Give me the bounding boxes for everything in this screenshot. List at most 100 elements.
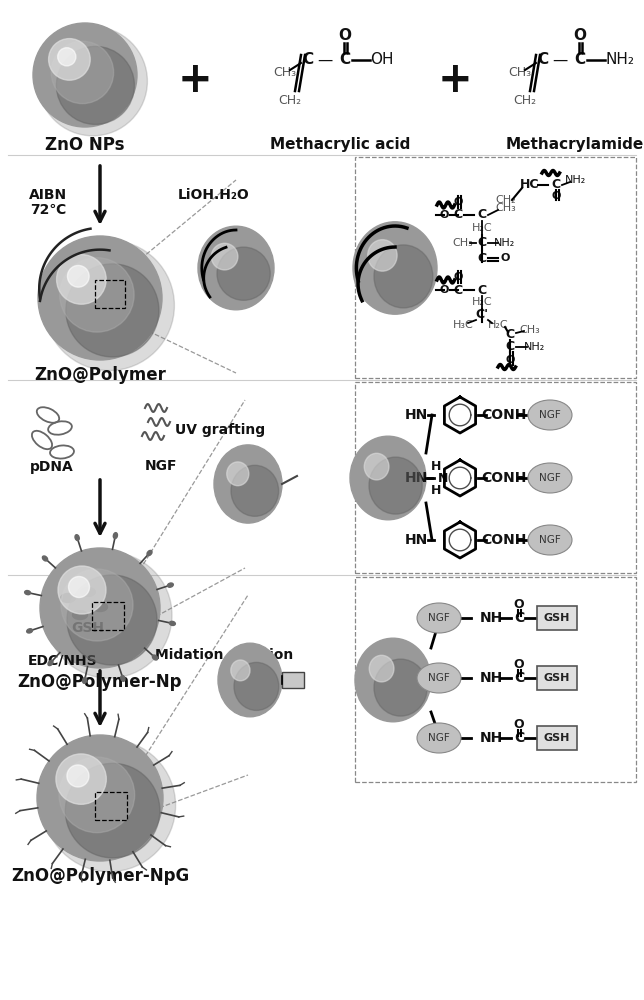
- Text: CONH: CONH: [481, 408, 527, 422]
- Ellipse shape: [37, 735, 163, 861]
- Text: NH: NH: [479, 731, 502, 745]
- Ellipse shape: [68, 576, 90, 597]
- Text: O: O: [514, 658, 524, 670]
- Text: Methacrylic acid: Methacrylic acid: [270, 137, 410, 152]
- Ellipse shape: [48, 39, 90, 80]
- Ellipse shape: [217, 247, 270, 300]
- Ellipse shape: [57, 46, 135, 124]
- Text: C: C: [477, 209, 487, 222]
- Ellipse shape: [353, 222, 437, 314]
- Text: NGF: NGF: [539, 473, 561, 483]
- Text: H₂C: H₂C: [488, 320, 508, 330]
- Ellipse shape: [61, 569, 133, 641]
- Bar: [355, 382, 636, 573]
- Text: NH: NH: [479, 611, 502, 625]
- Ellipse shape: [73, 610, 88, 619]
- Text: CH₂: CH₂: [513, 94, 536, 106]
- Ellipse shape: [227, 462, 249, 486]
- Text: C: C: [551, 178, 560, 192]
- Text: NH₂: NH₂: [605, 52, 634, 68]
- Ellipse shape: [56, 754, 106, 804]
- Text: C: C: [574, 52, 585, 68]
- Ellipse shape: [75, 535, 79, 541]
- Text: AIBN: AIBN: [29, 188, 67, 202]
- Ellipse shape: [26, 629, 33, 633]
- Text: —: —: [317, 52, 332, 68]
- Ellipse shape: [24, 591, 30, 595]
- Ellipse shape: [369, 457, 422, 514]
- Text: C: C: [506, 340, 515, 354]
- Text: CH₂: CH₂: [496, 195, 516, 205]
- Ellipse shape: [58, 48, 76, 66]
- Ellipse shape: [528, 525, 572, 555]
- Ellipse shape: [231, 660, 250, 681]
- Text: C: C: [477, 284, 487, 296]
- Ellipse shape: [218, 643, 282, 717]
- Text: GSH: GSH: [544, 613, 570, 623]
- Text: NH: NH: [479, 671, 502, 685]
- Text: O: O: [514, 597, 524, 610]
- Bar: [282, 672, 304, 688]
- Ellipse shape: [113, 533, 117, 539]
- Ellipse shape: [67, 575, 157, 665]
- Ellipse shape: [153, 655, 158, 660]
- FancyBboxPatch shape: [537, 666, 577, 690]
- Ellipse shape: [528, 400, 572, 430]
- Text: H: H: [431, 484, 441, 496]
- Text: O: O: [339, 27, 352, 42]
- Ellipse shape: [57, 255, 106, 304]
- Text: EDC/NHS: EDC/NHS: [28, 653, 98, 667]
- Text: CH₃: CH₃: [496, 203, 516, 213]
- Ellipse shape: [43, 556, 48, 561]
- Ellipse shape: [417, 603, 461, 633]
- Text: O: O: [439, 210, 449, 220]
- Ellipse shape: [38, 27, 147, 136]
- Ellipse shape: [43, 739, 176, 872]
- Text: Midation reaction: Midation reaction: [155, 648, 293, 662]
- Ellipse shape: [65, 763, 160, 858]
- Text: C: C: [453, 284, 462, 296]
- Ellipse shape: [52, 41, 113, 104]
- Text: CH₃: CH₃: [508, 66, 531, 79]
- Text: O: O: [574, 27, 587, 42]
- Ellipse shape: [60, 258, 134, 332]
- Text: NH₂: NH₂: [495, 238, 516, 248]
- Bar: [92, 602, 124, 630]
- Ellipse shape: [93, 602, 108, 611]
- Text: CONH: CONH: [481, 533, 527, 547]
- Ellipse shape: [33, 23, 137, 127]
- Text: O: O: [439, 285, 449, 295]
- Text: C: C: [453, 209, 462, 222]
- Ellipse shape: [350, 436, 426, 520]
- Ellipse shape: [121, 675, 125, 681]
- Ellipse shape: [147, 550, 152, 556]
- Text: O: O: [500, 253, 509, 263]
- Text: HN: HN: [404, 471, 428, 485]
- Ellipse shape: [46, 552, 172, 678]
- Text: 72℃: 72℃: [30, 203, 66, 217]
- Ellipse shape: [214, 445, 282, 523]
- Text: GSH: GSH: [544, 673, 570, 683]
- Ellipse shape: [59, 757, 135, 833]
- Text: NH₂: NH₂: [565, 175, 587, 185]
- Ellipse shape: [528, 463, 572, 493]
- Text: CH₃: CH₃: [520, 325, 540, 335]
- Text: C: C: [538, 52, 549, 68]
- Ellipse shape: [234, 662, 279, 710]
- FancyBboxPatch shape: [537, 726, 577, 750]
- Text: H₃C: H₃C: [453, 320, 473, 330]
- Text: O: O: [453, 197, 462, 207]
- Text: HN: HN: [404, 533, 428, 547]
- Bar: [95, 792, 127, 820]
- Ellipse shape: [68, 265, 89, 287]
- Text: ZnO@Polymer-Np: ZnO@Polymer-Np: [18, 673, 182, 691]
- Text: NGF: NGF: [428, 613, 450, 623]
- FancyBboxPatch shape: [537, 606, 577, 630]
- Text: GSH: GSH: [71, 621, 104, 635]
- Text: C: C: [514, 671, 524, 685]
- Text: O: O: [514, 718, 524, 730]
- Text: H₂C: H₂C: [471, 223, 492, 233]
- Text: C: C: [477, 236, 487, 249]
- Text: H: H: [431, 460, 441, 473]
- Ellipse shape: [417, 663, 461, 693]
